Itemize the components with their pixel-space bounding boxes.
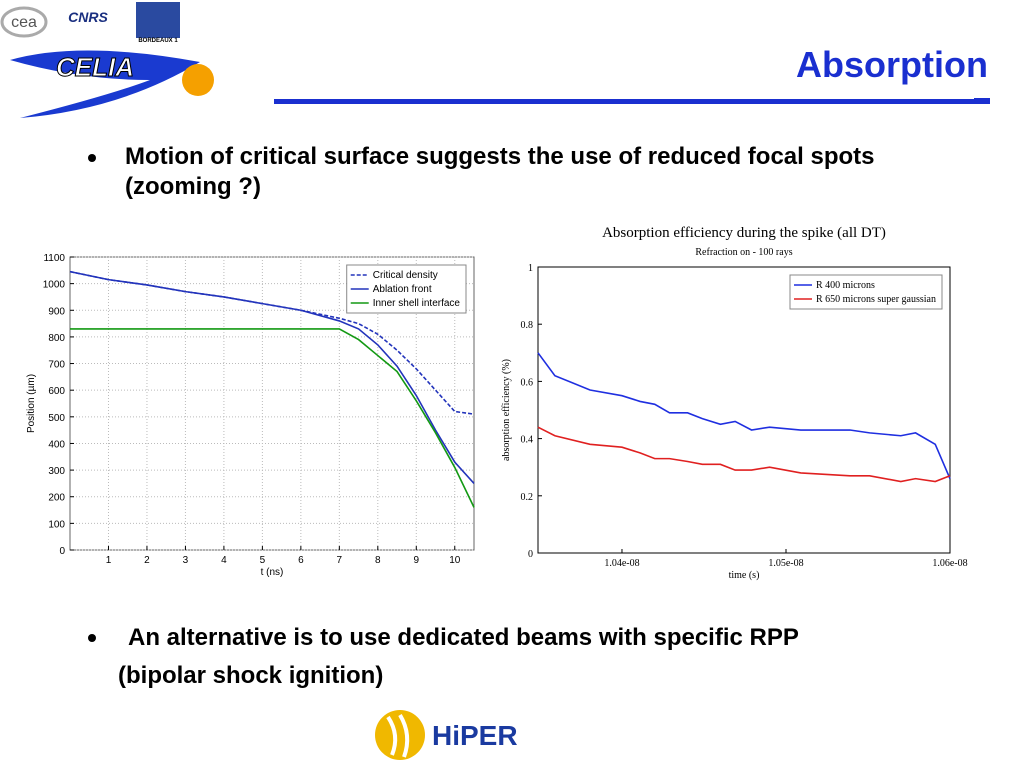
y-axis-label: Position (µm) bbox=[26, 374, 37, 433]
bullet bbox=[88, 154, 96, 162]
legend-label: R 400 microns bbox=[816, 280, 875, 291]
hiper-text: HiPER bbox=[432, 720, 518, 751]
cea-text: cea bbox=[11, 14, 37, 31]
x-tick-label: 9 bbox=[414, 555, 420, 566]
legend-box bbox=[789, 274, 943, 310]
bullet-text: Motion of critical surface suggests the … bbox=[125, 143, 875, 200]
legend: Critical density Ablation front Inner shel… bbox=[346, 264, 467, 314]
header-graphics: cea CNRS BORDEAUX 1 CELIA bbox=[0, 2, 990, 118]
legend-label: R 650 microns super gaussian bbox=[816, 294, 936, 305]
series-line bbox=[537, 352, 951, 479]
y-tick-label: 700 bbox=[48, 360, 65, 371]
title-underline bbox=[274, 99, 990, 104]
x-tick-label: 5 bbox=[260, 555, 266, 566]
cea-logo bbox=[0, 6, 48, 38]
celia-swoosh bbox=[10, 50, 200, 118]
x-tick-label: 8 bbox=[375, 555, 381, 566]
celia-sun bbox=[182, 64, 214, 96]
y-tick-label: 0.6 bbox=[521, 377, 534, 388]
chart-title: Absorption efficiency during the spike (… bbox=[602, 225, 886, 241]
y-tick-label: 0.4 bbox=[521, 435, 534, 446]
plot-frame bbox=[537, 266, 951, 554]
cnrs-text: CNRS bbox=[68, 9, 108, 25]
celia-text: CELIA bbox=[56, 52, 134, 82]
y-tick-label: 1000 bbox=[43, 280, 66, 291]
y-tick-label: 1100 bbox=[43, 253, 65, 264]
x-tick-label: 10 bbox=[449, 555, 461, 566]
x-tick-label: 3 bbox=[183, 555, 189, 566]
y-tick-label: 1 bbox=[528, 263, 533, 274]
series-line bbox=[70, 328, 475, 508]
slide-title: Absorption bbox=[796, 44, 988, 85]
chart-subtitle: Refraction on - 100 rays bbox=[695, 247, 792, 258]
hiper-logo: HiPER bbox=[375, 710, 518, 760]
chart-left: 0 100 200 300 400 500 600 700 800 900 1000 1100 1 2 3 4… bbox=[26, 253, 475, 578]
y-tick-label: 0.8 bbox=[521, 320, 534, 331]
x-tick-label: 1.05e-08 bbox=[768, 558, 803, 569]
y-tick-label: 400 bbox=[48, 439, 65, 450]
y-tick-label: 900 bbox=[48, 306, 65, 317]
x-tick-label: 6 bbox=[298, 555, 304, 566]
hiper-sun bbox=[375, 710, 425, 760]
series-line bbox=[69, 270, 475, 484]
x-axis-label: time (s) bbox=[729, 570, 760, 581]
y-tick-label: 500 bbox=[48, 413, 65, 424]
legend-label: Ablation front bbox=[373, 284, 432, 295]
x-tick-label: 1 bbox=[106, 555, 112, 566]
bordeaux-text: BORDEAUX 1 bbox=[138, 38, 178, 44]
y-axis-label: absorption efficiency (%) bbox=[501, 359, 512, 461]
bullet bbox=[88, 634, 96, 642]
x-tick-label: 4 bbox=[221, 555, 227, 566]
y-tick-label: 100 bbox=[48, 519, 65, 530]
y-tick-label: 0 bbox=[528, 549, 533, 560]
legend: R 400 microns R 650 microns super gaussia… bbox=[789, 274, 943, 310]
legend-label: Inner shell interface bbox=[373, 298, 461, 309]
bordeaux-logo bbox=[136, 2, 180, 38]
bullet-text: (bipolar shock ignition) bbox=[118, 662, 384, 689]
y-tick-label: 600 bbox=[48, 386, 65, 397]
bullet-text: An alternative is to use dedicated beams… bbox=[128, 624, 799, 651]
x-tick-label: 2 bbox=[144, 555, 150, 566]
chart-right: Absorption efficiency during the spike (… bbox=[501, 225, 968, 581]
legend-label: Critical density bbox=[373, 270, 438, 281]
y-tick-label: 800 bbox=[48, 333, 65, 344]
y-tick-label: 200 bbox=[48, 493, 65, 504]
series-line bbox=[537, 426, 951, 483]
hiper-mark bbox=[386, 713, 410, 758]
y-tick-label: 300 bbox=[48, 466, 65, 477]
x-tick-label: 1.04e-08 bbox=[604, 558, 639, 569]
y-tick-label: 0 bbox=[59, 546, 65, 557]
x-tick-label: 1.06e-08 bbox=[932, 558, 967, 569]
x-tick-label: 7 bbox=[337, 555, 343, 566]
x-axis-label: t (ns) bbox=[261, 567, 284, 578]
y-tick-label: 0.2 bbox=[521, 492, 534, 503]
